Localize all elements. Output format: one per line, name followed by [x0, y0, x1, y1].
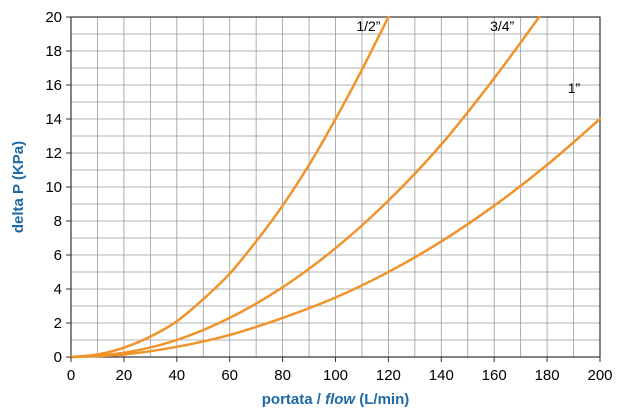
- x-axis-title-suffix: (L/min): [355, 391, 409, 408]
- y-tick-label: 6: [54, 247, 62, 264]
- x-tick-label: 60: [221, 367, 238, 384]
- x-tick-label: 200: [587, 367, 612, 384]
- x-tick-label: 140: [429, 367, 454, 384]
- series-label: 1”: [568, 80, 581, 96]
- grid: [70, 16, 601, 358]
- y-tick-label: 14: [45, 111, 62, 128]
- y-tick-labels: 0 2 4 6 8 10 12 14 16 18 20: [45, 9, 71, 366]
- x-axis-title-italic: flow: [325, 391, 356, 408]
- series-lines: [69, 15, 602, 359]
- series-label: 1/2”: [356, 18, 380, 34]
- x-tick-label: 0: [67, 367, 75, 384]
- x-tick-label: 100: [323, 367, 348, 384]
- y-tick-label: 18: [45, 43, 62, 60]
- x-tick-labels: 0 20 40 60 80 100 120 140 160 180 200: [67, 357, 613, 384]
- series-line: [69, 15, 541, 359]
- y-axis-title: delta P (KPa): [10, 141, 27, 233]
- y-tick-label: 10: [45, 179, 62, 196]
- series-line: [69, 15, 390, 359]
- y-tick-label: 16: [45, 77, 62, 94]
- series-labels: 1/2” 3/4” 1”: [356, 18, 580, 96]
- series-line: [69, 117, 602, 359]
- x-axis-title-prefix: portata /: [262, 391, 325, 408]
- x-tick-label: 120: [376, 367, 401, 384]
- x-tick-label: 20: [116, 367, 133, 384]
- y-tick-label: 4: [54, 281, 62, 298]
- y-tick-label: 20: [45, 9, 62, 26]
- x-tick-label: 40: [168, 367, 185, 384]
- x-tick-label: 80: [274, 367, 291, 384]
- series-label: 3/4”: [490, 18, 514, 34]
- y-tick-label: 8: [54, 213, 62, 230]
- y-tick-label: 2: [54, 315, 62, 332]
- x-axis-title: portata / flow (L/min): [262, 391, 410, 408]
- x-tick-label: 180: [535, 367, 560, 384]
- x-tick-label: 160: [482, 367, 507, 384]
- y-tick-label: 0: [54, 349, 62, 366]
- y-tick-label: 12: [45, 145, 62, 162]
